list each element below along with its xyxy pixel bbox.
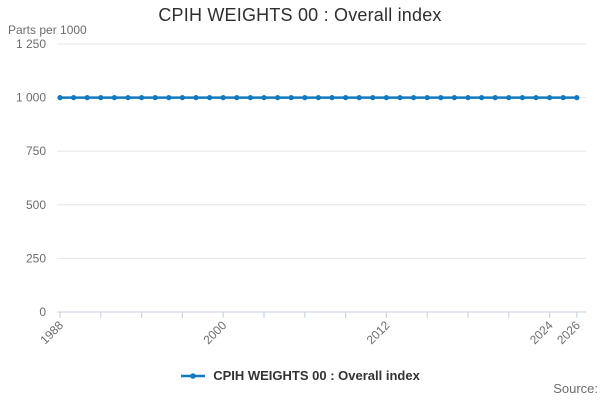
data-point-marker[interactable] xyxy=(315,95,321,101)
data-point-marker[interactable] xyxy=(288,95,294,101)
data-point-marker[interactable] xyxy=(247,95,253,101)
data-point-marker[interactable] xyxy=(560,95,566,101)
chart-title: CPIH WEIGHTS 00 : Overall index xyxy=(158,5,442,25)
data-point-marker[interactable] xyxy=(166,95,172,101)
source-label: Source: xyxy=(553,381,598,396)
data-point-marker[interactable] xyxy=(397,95,403,101)
y-tick-label: 1 000 xyxy=(16,91,46,105)
data-point-marker[interactable] xyxy=(111,95,117,101)
data-point-marker[interactable] xyxy=(302,95,308,101)
legend-dot xyxy=(190,372,196,379)
x-tick-label: 2026 xyxy=(554,318,583,347)
x-tick-label: 1988 xyxy=(37,318,66,347)
data-point-marker[interactable] xyxy=(370,95,376,101)
data-point-marker[interactable] xyxy=(84,95,90,101)
y-tick-label: 0 xyxy=(39,305,46,319)
data-point-marker[interactable] xyxy=(519,95,526,101)
y-tick-label: 750 xyxy=(26,144,46,158)
data-point-marker[interactable] xyxy=(533,95,539,101)
data-point-marker[interactable] xyxy=(424,95,430,101)
data-point-marker[interactable] xyxy=(125,95,131,101)
legend-item[interactable]: CPIH WEIGHTS 00 : Overall index xyxy=(0,368,600,383)
data-point-marker[interactable] xyxy=(438,95,444,101)
legend-line-marker-icon xyxy=(181,372,206,379)
data-point-marker[interactable] xyxy=(479,95,485,101)
data-point-marker[interactable] xyxy=(451,95,457,101)
data-point-marker[interactable] xyxy=(547,95,553,101)
data-point-marker[interactable] xyxy=(179,95,185,101)
data-point-marker[interactable] xyxy=(492,95,498,101)
data-point-marker[interactable] xyxy=(574,95,580,101)
y-tick-label: 250 xyxy=(26,251,46,265)
data-point-marker[interactable] xyxy=(57,95,63,101)
data-point-marker[interactable] xyxy=(71,95,77,101)
data-point-marker[interactable] xyxy=(343,95,349,101)
data-point-marker[interactable] xyxy=(275,95,281,101)
data-point-marker[interactable] xyxy=(506,95,512,101)
x-tick-label: 2012 xyxy=(364,318,393,347)
legend-label: CPIH WEIGHTS 00 : Overall index xyxy=(213,368,420,383)
y-axis-unit-label: Parts per 1000 xyxy=(8,23,87,37)
x-tick-label: 2024 xyxy=(527,318,556,347)
data-point-marker[interactable] xyxy=(139,95,145,101)
data-point-marker[interactable] xyxy=(220,95,226,101)
data-point-marker[interactable] xyxy=(207,95,213,101)
data-point-marker[interactable] xyxy=(411,95,417,101)
data-point-marker[interactable] xyxy=(329,95,335,101)
y-tick-label: 1 250 xyxy=(16,37,46,51)
data-point-marker[interactable] xyxy=(465,95,471,101)
data-point-marker[interactable] xyxy=(193,95,199,101)
data-point-marker[interactable] xyxy=(234,95,240,101)
y-tick-label: 500 xyxy=(26,198,46,212)
data-point-marker[interactable] xyxy=(152,95,158,101)
data-point-marker[interactable] xyxy=(98,95,104,101)
data-point-marker[interactable] xyxy=(356,95,362,101)
x-tick-label: 2000 xyxy=(201,318,230,347)
data-point-marker[interactable] xyxy=(383,95,389,101)
data-point-marker[interactable] xyxy=(261,95,267,101)
